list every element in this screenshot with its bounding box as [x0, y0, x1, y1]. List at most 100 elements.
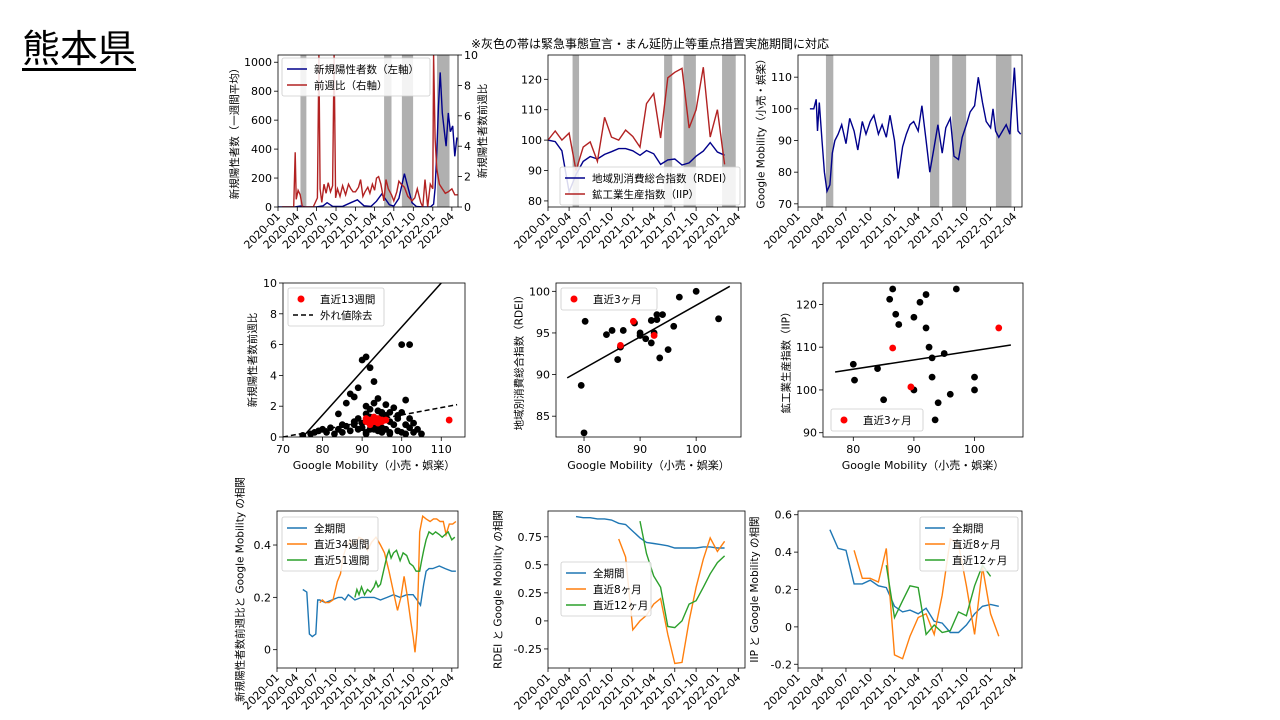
y-tick-label: 0: [265, 201, 272, 214]
legend: 地域別消費総合指数（RDEI） 鉱工業生産指数（IIP）: [559, 166, 741, 206]
scatter-point: [338, 428, 346, 436]
scatter-point: [402, 430, 410, 437]
series-line: [639, 520, 726, 629]
scatter-point: [952, 285, 960, 293]
y-tick-label: 120: [521, 73, 542, 86]
scatter-point: [650, 332, 658, 339]
series-line: [282, 55, 458, 207]
axes-frame: [547, 54, 746, 208]
y-axis-label: 新規陽性者数前週比: [246, 313, 259, 408]
scatter-point: [374, 395, 382, 402]
shade-band: [572, 55, 580, 207]
scatter-point: [934, 399, 942, 407]
y-tick-label: 10: [263, 277, 277, 290]
legend-box: [281, 57, 431, 97]
y-tick-label: 200: [251, 172, 272, 185]
x-axis-label: Google Mobility（小売・娯楽）: [842, 458, 1004, 472]
scatter-point: [390, 404, 398, 412]
scatter-point: [642, 335, 650, 343]
shade-band: [664, 55, 673, 207]
scatter-point: [910, 313, 918, 321]
scatter-point: [995, 324, 1003, 332]
axes-frame: [547, 510, 746, 669]
scatter-point: [653, 316, 661, 324]
y-tick-label: 100: [529, 285, 550, 298]
y-tick-label: 0.2: [254, 591, 272, 604]
scatter-point: [874, 365, 881, 372]
scatter-point: [386, 408, 394, 416]
y-tick-label: 90: [536, 369, 550, 382]
panel-scatter_iip: 90 100 110 120 80 90 100 Google Mobility（小売・娯楽）…: [780, 282, 1024, 472]
y2-tick-label: 0: [464, 201, 471, 214]
scatter-point: [659, 311, 666, 319]
panel-scatter_rdei: 85 90 95 100 80 90 100 Google Mobility（小売・娯楽） 地域…: [513, 282, 742, 472]
y-axis-label: 新規陽性者数（一週間平均）: [228, 63, 241, 200]
scatter-point: [331, 430, 338, 437]
scatter-point: [338, 421, 346, 429]
scatter-point: [410, 419, 417, 427]
scatter-point: [664, 346, 672, 353]
shade-band: [300, 55, 307, 207]
y-tick-label: 0.2: [775, 584, 793, 597]
y-tick-label: 0: [264, 644, 271, 657]
legend-label: 直近13週間: [320, 293, 375, 306]
panel-consumption: 80901001101202020-012020-042020-072020-1…: [511, 54, 746, 252]
panel-corr_iip: -0.200.20.40.62020-012020-042020-072020-…: [748, 509, 1023, 713]
legend-label: 直近8ヶ月: [593, 583, 642, 596]
scatter-point: [928, 373, 936, 381]
y-tick-label: 0: [535, 615, 542, 628]
y-tick-label: 600: [251, 114, 272, 127]
legend-box: [560, 287, 658, 311]
y-tick-label: 400: [251, 143, 272, 156]
series-line: [618, 536, 726, 665]
scatter-point: [362, 430, 370, 437]
y-axis-label: 鉱工業生産指数（IIP）: [780, 306, 793, 413]
x-tick-label: 100: [964, 443, 985, 456]
legend-label: 全期間: [314, 522, 346, 535]
y-tick-label: 4: [270, 369, 277, 382]
legend-box: [281, 516, 379, 572]
panel-mobility: 7080901001102020-012020-042020-072020-10…: [755, 53, 1023, 252]
scatter-point: [346, 427, 354, 435]
y-tick-label: 85: [536, 410, 550, 423]
legend-label: 直近3ヶ月: [863, 414, 912, 427]
axes-frame: [822, 282, 1024, 438]
axes-frame: [276, 510, 459, 669]
fit-line: [835, 344, 1011, 373]
scatter-point: [406, 341, 414, 348]
y-tick-label: 0.4: [254, 539, 272, 552]
scatter-point: [398, 341, 406, 348]
axes-frame: [282, 282, 466, 438]
series-line: [278, 72, 458, 207]
scatter-point: [946, 390, 954, 398]
scatter-point: [327, 424, 334, 432]
y-axis-label: Google Mobility（小売・娯楽）: [755, 53, 768, 208]
scatter-point: [418, 430, 425, 437]
scatter-point: [608, 327, 616, 334]
scatter-point: [342, 399, 350, 407]
y-tick-label: 80: [778, 166, 792, 179]
scatter-point: [299, 432, 307, 437]
scatter-point: [323, 428, 330, 436]
scatter-point: [886, 295, 894, 303]
y-tick-label: 1000: [244, 56, 272, 69]
scatter-point: [370, 418, 378, 425]
y-axis-label: RDEI と Google Mobility の相関: [492, 510, 505, 669]
scatter-point: [922, 324, 930, 332]
y-tick-label: 90: [803, 427, 817, 440]
x-tick-label: 100: [391, 443, 412, 456]
axes-frame: [277, 54, 459, 208]
scatter-point: [907, 383, 915, 391]
panel-corr_rdei: -0.2500.250.50.752020-012020-042020-0720…: [492, 510, 746, 713]
scatter-point: [402, 421, 410, 429]
scatter-point: [362, 415, 370, 422]
shade-band: [930, 55, 940, 207]
scatter-point: [629, 317, 637, 325]
scatter-point: [370, 399, 378, 407]
y2-tick-label: 10: [464, 49, 478, 62]
scatter-point: [414, 425, 421, 433]
